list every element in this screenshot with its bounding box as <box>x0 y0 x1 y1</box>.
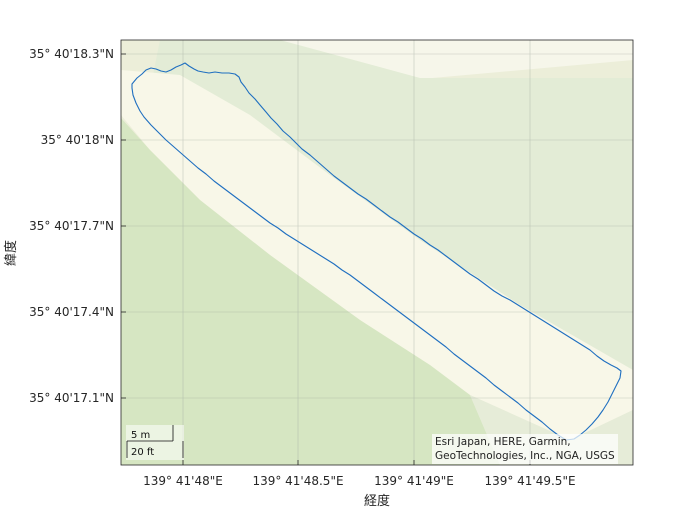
y-tick-label: 35° 40'17.7"N <box>29 219 114 233</box>
y-tick-label: 35° 40'18.3"N <box>29 47 114 61</box>
x-tick-label: 139° 41'49.5"E <box>484 474 575 488</box>
scale-bar-metric-label: 5 m <box>131 430 150 441</box>
scale-bar-background <box>126 425 184 460</box>
x-tick-label: 139° 41'48"E <box>143 474 223 488</box>
x-tick-label: 139° 41'49"E <box>374 474 454 488</box>
y-tick-label: 35° 40'18"N <box>41 133 114 147</box>
y-axis-title: 緯度 <box>3 240 19 266</box>
boundary-polygon <box>131 62 622 441</box>
basemap-light-area <box>230 40 633 80</box>
y-tick-label: 35° 40'17.4"N <box>29 305 114 319</box>
y-tick-label: 35° 40'17.1"N <box>29 391 114 405</box>
gridlines <box>121 40 633 465</box>
x-axis-title: 経度 <box>364 493 390 509</box>
basemap-path-band <box>121 70 633 440</box>
scale-bar-imperial-label: 20 ft <box>131 447 154 458</box>
map-attribution: Esri Japan, HERE, Garmin, GeoTechnologie… <box>432 434 618 464</box>
attribution-line: GeoTechnologies, Inc., NGA, USGS <box>435 450 615 462</box>
basemap <box>121 40 633 465</box>
x-tick-label: 139° 41'48.5"E <box>252 474 343 488</box>
axes-frame <box>120 39 634 466</box>
scale-bar: 5 m 20 ft <box>126 425 184 460</box>
basemap-park-green <box>121 118 500 465</box>
attribution-line: Esri Japan, HERE, Garmin, <box>435 436 571 448</box>
